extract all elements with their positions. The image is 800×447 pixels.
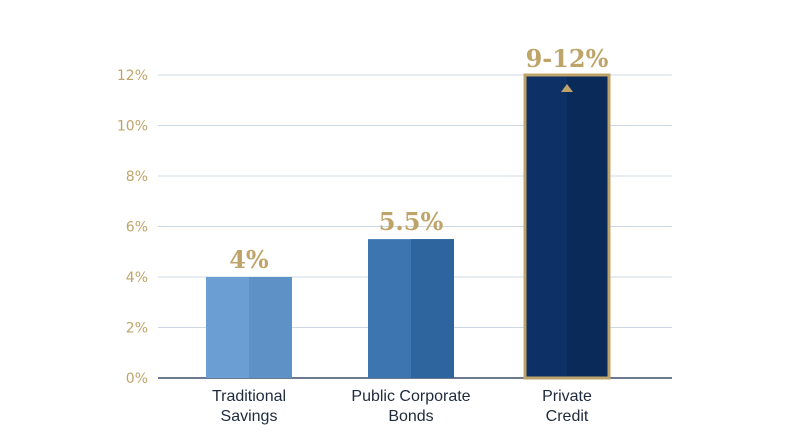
bar-shade	[411, 239, 454, 378]
x-category-label: Traditional	[212, 388, 286, 405]
y-tick-label: 6%	[126, 220, 148, 236]
y-tick-label: 2%	[126, 321, 148, 337]
y-tick-label: 0%	[126, 371, 148, 387]
data-label: 4%	[229, 245, 269, 274]
y-tick-label: 12%	[117, 68, 148, 84]
x-category-label: Bonds	[388, 408, 433, 425]
x-category-label: Credit	[546, 408, 589, 425]
bar-shade	[249, 277, 292, 378]
y-tick-label: 8%	[126, 169, 148, 185]
y-tick-label: 4%	[126, 270, 148, 286]
data-label: 9-12%	[526, 44, 609, 73]
y-tick-label: 10%	[117, 119, 148, 135]
x-category-label: Savings	[221, 408, 278, 425]
x-category-label: Private	[542, 388, 592, 405]
triangle-up-icon	[561, 84, 573, 92]
data-label: 5.5%	[379, 207, 444, 236]
bar-shade	[567, 75, 609, 378]
x-category-label: Public Corporate	[351, 388, 470, 405]
bar-highlight-border	[523, 73, 611, 380]
y-axis-tick-labels: 0% 2% 4% 6% 8% 10% 12%	[117, 68, 148, 387]
bars	[206, 73, 611, 380]
data-labels: 4% 5.5% 9-12%	[229, 44, 608, 274]
x-axis-category-labels: Traditional Savings Public Corporate Bonds P…	[212, 388, 592, 425]
